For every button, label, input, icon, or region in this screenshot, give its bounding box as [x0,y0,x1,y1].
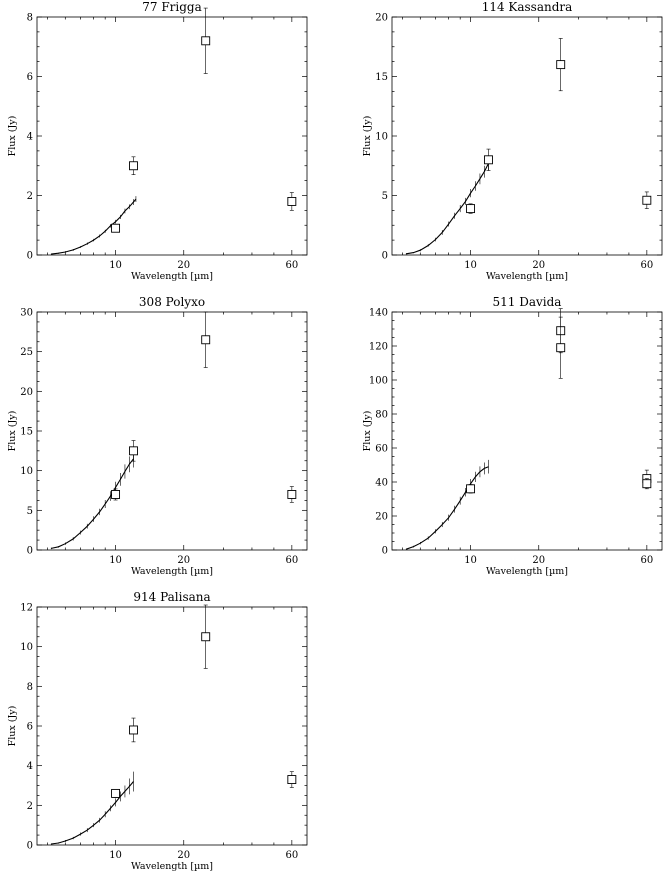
chart-77-frigga: 77 Frigga 0 2 4 6 8 10 20 60 Wavelength [µm] Flux … [7,0,308,282]
photometry-point [484,155,493,165]
y-axis-label: Flux (Jy) [7,411,18,452]
y-tick-label: 10 [20,466,33,477]
y-tick-label: 5 [382,191,388,202]
spectrum-line [51,458,134,549]
x-tick-label: 60 [285,260,298,271]
y-tick-label: 4 [27,761,33,772]
plot-frame [391,311,663,551]
plot-frame [36,311,308,551]
y-tick-label: 12 [20,603,33,614]
x-tick-label: 10 [109,850,122,861]
y-tick-label: 60 [375,444,388,455]
x-axis-label: Wavelength [µm] [131,271,213,282]
y-tick-label: 5 [27,506,33,517]
y-axis-label: Flux (Jy) [7,706,18,747]
chart-title: 77 Frigga [142,0,202,14]
y-tick-label: 140 [369,308,388,319]
photometry-point [111,223,121,233]
photometry-point [129,725,138,735]
chart-title: 114 Kassandra [482,0,573,14]
y-tick-label: 4 [27,132,33,143]
x-tick-label: 20 [532,260,545,271]
x-axis-label: Wavelength [µm] [486,271,568,282]
photometry-point [287,775,297,785]
y-tick-label: 30 [20,308,33,319]
x-tick-label: 20 [177,555,190,566]
y-tick-label: 10 [20,642,33,653]
y-tick-label: 20 [375,512,388,523]
y-tick-label: 80 [375,410,388,421]
x-tick-label: 60 [640,555,653,566]
y-tick-label: 120 [369,342,388,353]
photometry-point [201,632,211,642]
x-tick-label: 60 [285,555,298,566]
x-tick-label: 10 [464,555,477,566]
y-tick-label: 20 [20,387,33,398]
x-tick-label: 20 [177,260,190,271]
plot-frame [391,16,663,256]
y-tick-label: 0 [382,546,388,557]
y-tick-label: 15 [20,427,33,438]
y-tick-label: 8 [27,682,33,693]
photometry-point [642,195,652,205]
x-tick-label: 60 [640,260,653,271]
y-tick-label: 0 [382,251,388,262]
y-tick-label: 6 [27,72,33,83]
photometry-point [129,446,138,456]
y-tick-label: 100 [369,376,388,387]
y-tick-label: 10 [375,132,388,143]
y-tick-label: 15 [375,72,388,83]
y-tick-label: 0 [27,251,33,262]
y-axis-label: Flux (Jy) [362,411,373,452]
x-axis-label: Wavelength [µm] [131,861,213,872]
spectrum-line [51,781,134,845]
photometry-point [111,490,121,499]
photometry-point [466,484,476,494]
chart-308-polyxo: 308 Polyxo 0 5 10 15 20 25 30 10 20 60 Wavelength [… [7,295,308,577]
photometry-point [111,788,121,798]
chart-914-palisana: 914 Palisana 0 2 4 6 8 10 12 10 20 60 Wavelength [µ… [7,590,308,872]
chart-114-kassandra: 114 Kassandra 0 5 10 15 20 10 20 60 Wavelength [µ… [362,0,663,282]
photometry-point [642,479,652,489]
x-tick-label: 10 [464,260,477,271]
y-tick-label: 25 [20,347,33,358]
y-tick-label: 0 [27,546,33,557]
y-axis-label: Flux (Jy) [362,116,373,157]
photometry-point [556,60,566,70]
chart-title: 308 Polyxo [139,295,205,309]
y-tick-label: 0 [27,841,33,852]
chart-title: 511 Davida [493,295,562,309]
photometry-point [287,196,297,206]
spectrum-line [406,163,489,255]
photometry-point [201,36,211,46]
photometry-point [287,490,297,499]
photometry-point [466,204,476,214]
x-tick-label: 10 [109,555,122,566]
plot-frame [36,606,308,846]
y-axis-label: Flux (Jy) [7,116,18,157]
spectrum-line [51,198,137,255]
x-axis-label: Wavelength [µm] [131,566,213,577]
photometry-point [129,161,138,171]
y-tick-label: 40 [375,478,388,489]
photometry-point [556,343,566,353]
y-tick-label: 6 [27,722,33,733]
x-tick-label: 20 [532,555,545,566]
x-tick-label: 60 [285,850,298,861]
x-axis-label: Wavelength [µm] [486,566,568,577]
spectrum-line [406,466,489,550]
y-tick-label: 8 [27,13,33,24]
y-tick-label: 2 [27,191,33,202]
photometry-point [201,335,211,345]
y-tick-label: 2 [27,801,33,812]
x-tick-label: 10 [109,260,122,271]
chart-511-davida: 511 Davida 0 20 40 60 80 100 120 140 10 20 60 Wavele… [362,295,663,577]
chart-title: 914 Palisana [133,590,210,604]
x-tick-label: 20 [177,850,190,861]
y-tick-label: 20 [375,13,388,24]
plot-frame [36,16,308,256]
